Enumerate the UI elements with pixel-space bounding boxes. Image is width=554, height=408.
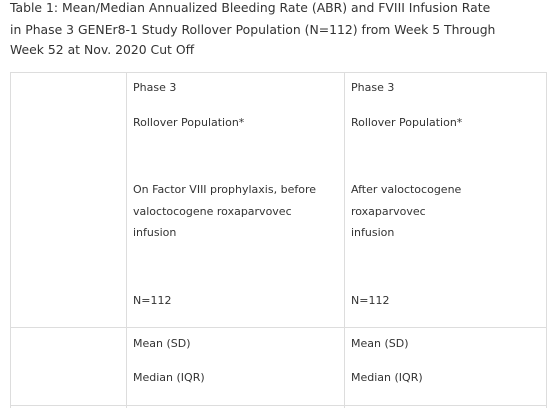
header-condition: On Factor VIII prophylaxis, before xyxy=(133,183,316,196)
cell-text: Mean (SD) xyxy=(351,337,409,350)
row-border xyxy=(10,327,547,328)
row-border xyxy=(10,405,547,406)
header-condition: infusion xyxy=(351,226,395,239)
title-line: in Phase 3 GENEr8-1 Study Rollover Popul… xyxy=(10,22,496,37)
header-population: Rollover Population* xyxy=(133,116,245,129)
col-border xyxy=(344,72,345,408)
cell-text: Median (IQR) xyxy=(133,371,205,384)
cell-text: Median (IQR) xyxy=(351,371,423,384)
col-border xyxy=(10,72,11,408)
title-line: Table 1: Mean/Median Annualized Bleeding… xyxy=(10,0,491,15)
header-condition: valoctocogene roxaparvovec xyxy=(133,204,292,218)
header-population: Rollover Population* xyxy=(351,116,463,129)
col-border xyxy=(126,72,127,408)
table-border xyxy=(10,72,547,73)
header-condition: infusion xyxy=(133,226,177,239)
header-n: N=112 xyxy=(133,294,172,307)
col-border xyxy=(546,72,547,408)
cell-text: Mean (SD) xyxy=(133,337,191,350)
header-phase: Phase 3 xyxy=(351,81,395,94)
header-condition: After valoctocogene xyxy=(351,183,462,196)
header-phase: Phase 3 xyxy=(133,81,177,94)
title-line: Week 52 at Nov. 2020 Cut Off xyxy=(10,42,195,57)
header-condition: roxaparvovec xyxy=(351,204,426,218)
header-n: N=112 xyxy=(351,294,390,307)
